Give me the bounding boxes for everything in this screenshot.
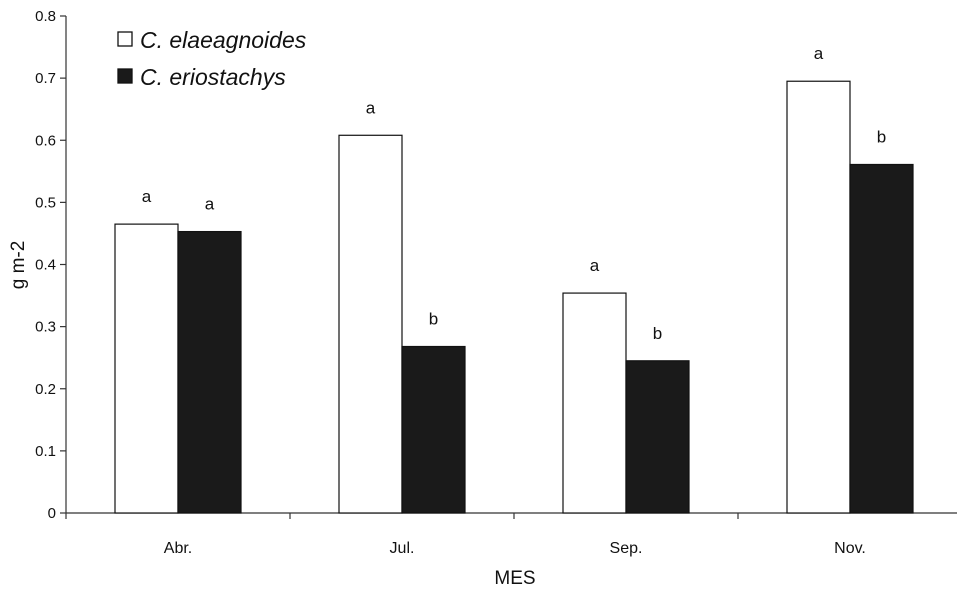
y-tick-label: 0.3 xyxy=(35,319,56,336)
y-tick-label: 0.4 xyxy=(35,257,56,274)
significance-letter: a xyxy=(142,187,152,206)
x-category-label: Abr. xyxy=(164,540,192,557)
legend-label-elaeagnoides: C. elaeagnoides xyxy=(140,27,307,53)
significance-letter: a xyxy=(590,256,600,275)
y-tick-label: 0.6 xyxy=(35,132,56,149)
y-tick-label: 0.8 xyxy=(35,8,56,25)
bar-elaeagnoides xyxy=(338,134,403,514)
y-tick-label: 0.1 xyxy=(35,443,56,460)
bar-eriostachys xyxy=(625,360,690,514)
y-tick-label: 0 xyxy=(48,505,56,522)
y-tick-label: 0.5 xyxy=(35,194,56,211)
significance-letter: b xyxy=(429,310,438,329)
legend-label-eriostachys: C. eriostachys xyxy=(140,64,286,90)
bars xyxy=(114,80,914,514)
legend: C. elaeagnoides C. eriostachys xyxy=(117,27,307,90)
significance-labels: a a a b a b a b xyxy=(142,44,886,343)
x-axis-title: MES xyxy=(494,568,535,589)
axes: 0 0.1 0.2 0.3 0.4 0.5 0.6 0.7 0.8 Abr. Jul. Sep. Nov… xyxy=(35,8,957,557)
y-tick-label: 0.7 xyxy=(35,70,56,87)
significance-letter: a xyxy=(814,44,824,63)
significance-letter: b xyxy=(653,324,662,343)
bar-eriostachys xyxy=(177,230,242,514)
bar-elaeagnoides xyxy=(786,80,851,514)
x-category-label: Nov. xyxy=(834,540,866,557)
bar-elaeagnoides xyxy=(114,223,179,514)
significance-letter: b xyxy=(877,127,886,146)
x-category-label: Sep. xyxy=(610,540,643,557)
legend-swatch-eriostachys xyxy=(117,68,133,84)
bar-eriostachys xyxy=(401,345,466,514)
y-tick-label: 0.2 xyxy=(35,381,56,398)
bar-eriostachys xyxy=(849,163,914,514)
bar-elaeagnoides xyxy=(562,292,627,514)
y-axis-title: g m-2 xyxy=(8,241,29,290)
significance-letter: a xyxy=(205,195,215,214)
legend-swatch-elaeagnoides xyxy=(117,31,133,47)
significance-letter: a xyxy=(366,98,376,117)
x-category-label: Jul. xyxy=(390,540,415,557)
